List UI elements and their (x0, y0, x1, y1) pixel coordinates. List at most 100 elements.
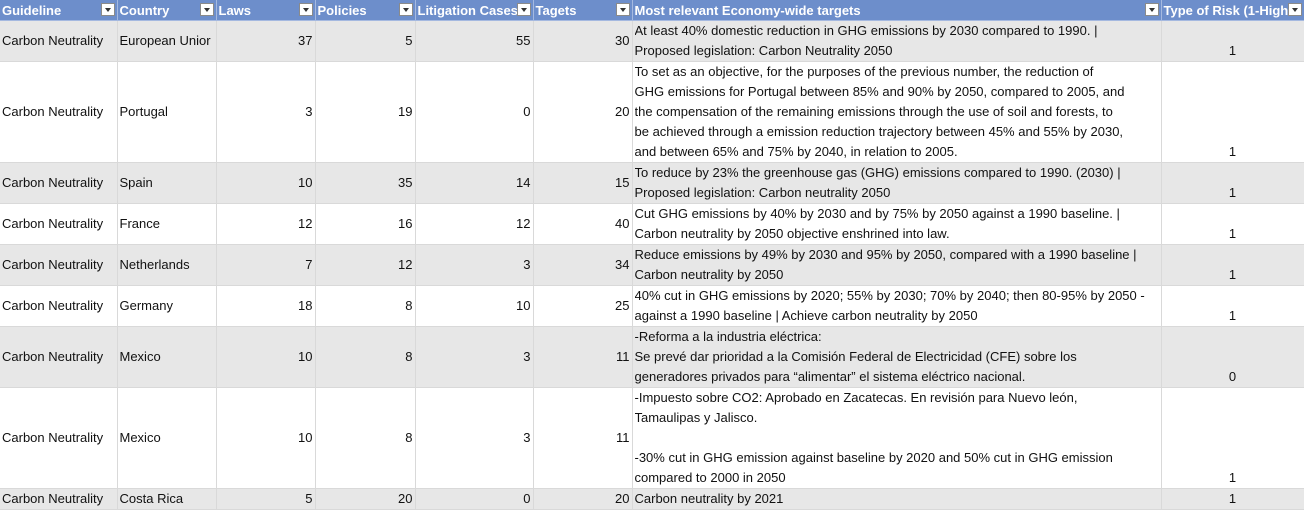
economy-targets-cell[interactable]: At least 40% domestic reduction in GHG e… (632, 20, 1162, 62)
target-text-line: 40% cut in GHG emissions by 2020; 55% by… (634, 288, 1145, 303)
target-text-line: GHG emissions for Portugal between 85% a… (634, 84, 1125, 99)
target-text-line: Proposed legislation: Carbon Neutrality … (634, 43, 893, 58)
risk-cell[interactable]: 1 (1161, 203, 1304, 245)
country-cell[interactable]: European Unior (117, 20, 217, 62)
risk-cell[interactable]: 1 (1161, 162, 1304, 204)
country-cell[interactable]: Mexico (117, 387, 217, 489)
laws-cell[interactable]: 3 (216, 61, 316, 163)
policies-cell[interactable]: 5 (315, 20, 416, 62)
policies-cell[interactable]: 8 (315, 285, 416, 327)
country-cell[interactable]: France (117, 203, 217, 245)
guideline-cell[interactable]: Carbon Neutrality (0, 488, 118, 510)
table-row: Carbon Neutrality Spain 10 35 14 15 To reduce … (0, 162, 1304, 204)
target-text-line: generadores privados para “alimentar” el… (634, 369, 1026, 384)
targets-cell[interactable]: 30 (533, 20, 633, 62)
laws-cell[interactable]: 7 (216, 244, 316, 286)
economy-targets-cell[interactable]: Reduce emissions by 49% by 2030 and 95% … (632, 244, 1162, 286)
economy-targets-cell[interactable]: To set as an objective, for the purposes… (632, 61, 1162, 163)
litigation-cell[interactable]: 0 (415, 61, 534, 163)
economy-targets-cell[interactable]: -Reforma a la industria eléctrica: Se pre… (632, 326, 1162, 388)
target-text-line: Carbon neutrality by 2050 (634, 267, 784, 282)
laws-cell[interactable]: 10 (216, 326, 316, 388)
laws-cell[interactable]: 18 (216, 285, 316, 327)
country-cell[interactable]: Germany (117, 285, 217, 327)
guideline-cell[interactable]: Carbon Neutrality (0, 244, 118, 286)
risk-cell[interactable]: 1 (1161, 387, 1304, 489)
economy-targets-cell[interactable]: Carbon neutrality by 2021 (632, 488, 1162, 510)
laws-cell[interactable]: 12 (216, 203, 316, 245)
filter-dropdown-icon[interactable] (199, 3, 214, 16)
policies-cell[interactable]: 8 (315, 326, 416, 388)
targets-cell[interactable]: 11 (533, 326, 633, 388)
litigation-cell[interactable]: 14 (415, 162, 534, 204)
risk-cell[interactable]: 1 (1161, 244, 1304, 286)
litigation-cell[interactable]: 3 (415, 387, 534, 489)
litigation-cell[interactable]: 55 (415, 20, 534, 62)
target-text-line: Tamaulipas y Jalisco. (634, 410, 758, 425)
litigation-cell[interactable]: 12 (415, 203, 534, 245)
filter-dropdown-icon[interactable] (615, 3, 630, 16)
risk-cell[interactable]: 1 (1161, 20, 1304, 62)
filter-dropdown-icon[interactable] (1287, 3, 1302, 16)
target-text-line: To reduce by 23% the greenhouse gas (GHG… (634, 165, 1121, 180)
litigation-cell[interactable]: 10 (415, 285, 534, 327)
target-text-line: Se prevé dar prioridad a la Comisión Fed… (634, 349, 1077, 364)
country-cell[interactable]: Costa Rica (117, 488, 217, 510)
policies-cell[interactable]: 35 (315, 162, 416, 204)
policies-cell[interactable]: 16 (315, 203, 416, 245)
litigation-cell[interactable]: 3 (415, 326, 534, 388)
guideline-cell[interactable]: Carbon Neutrality (0, 285, 118, 327)
laws-cell[interactable]: 10 (216, 387, 316, 489)
litigation-cell[interactable]: 0 (415, 488, 534, 510)
header-row: Guideline Country Laws Policies Litigati… (0, 0, 1304, 21)
laws-cell[interactable]: 37 (216, 20, 316, 62)
laws-cell[interactable]: 10 (216, 162, 316, 204)
guideline-cell[interactable]: Carbon Neutrality (0, 20, 118, 62)
targets-cell[interactable]: 25 (533, 285, 633, 327)
targets-cell[interactable]: 34 (533, 244, 633, 286)
targets-cell[interactable]: 15 (533, 162, 633, 204)
economy-targets-cell[interactable]: 40% cut in GHG emissions by 2020; 55% by… (632, 285, 1162, 327)
risk-cell[interactable]: 1 (1161, 488, 1304, 510)
country-cell[interactable]: Netherlands (117, 244, 217, 286)
policies-cell[interactable]: 19 (315, 61, 416, 163)
col-laws: Laws (216, 0, 316, 21)
targets-cell[interactable]: 11 (533, 387, 633, 489)
filter-dropdown-icon[interactable] (1144, 3, 1159, 16)
risk-cell[interactable]: 0 (1161, 326, 1304, 388)
policies-cell[interactable]: 12 (315, 244, 416, 286)
targets-cell[interactable]: 20 (533, 488, 633, 510)
country-cell[interactable]: Portugal (117, 61, 217, 163)
risk-cell[interactable]: 1 (1161, 61, 1304, 163)
filter-dropdown-icon[interactable] (100, 3, 115, 16)
targets-cell[interactable]: 40 (533, 203, 633, 245)
guideline-cell[interactable]: Carbon Neutrality (0, 326, 118, 388)
table-body: Carbon Neutrality European Unior 37 5 55 30 At… (0, 20, 1304, 510)
target-text-line: be achieved through a emission reduction… (634, 124, 1124, 139)
guideline-cell[interactable]: Carbon Neutrality (0, 61, 118, 163)
guideline-cell[interactable]: Carbon Neutrality (0, 387, 118, 489)
target-text-line: At least 40% domestic reduction in GHG e… (634, 23, 1098, 38)
policies-cell[interactable]: 8 (315, 387, 416, 489)
target-text-line: -Impuesto sobre CO2: Aprobado en Zacatec… (634, 390, 1078, 405)
laws-cell[interactable]: 5 (216, 488, 316, 510)
policies-cell[interactable]: 20 (315, 488, 416, 510)
target-text-line: To set as an objective, for the purposes… (634, 64, 1094, 79)
country-cell[interactable]: Spain (117, 162, 217, 204)
guideline-cell[interactable]: Carbon Neutrality (0, 203, 118, 245)
economy-targets-cell[interactable]: Cut GHG emissions by 40% by 2030 and by … (632, 203, 1162, 245)
economy-targets-cell[interactable]: -Impuesto sobre CO2: Aprobado en Zacatec… (632, 387, 1162, 489)
guideline-cell[interactable]: Carbon Neutrality (0, 162, 118, 204)
filter-dropdown-icon[interactable] (298, 3, 313, 16)
targets-cell[interactable]: 20 (533, 61, 633, 163)
filter-dropdown-icon[interactable] (516, 3, 531, 16)
risk-cell[interactable]: 1 (1161, 285, 1304, 327)
col-litigation: Litigation Cases (415, 0, 534, 21)
economy-targets-cell[interactable]: To reduce by 23% the greenhouse gas (GHG… (632, 162, 1162, 204)
target-text-line: -30% cut in GHG emission against baselin… (634, 450, 1113, 465)
country-cell[interactable]: Mexico (117, 326, 217, 388)
col-economy-targets: Most relevant Economy-wide targets (632, 0, 1162, 21)
litigation-cell[interactable]: 3 (415, 244, 534, 286)
filter-dropdown-icon[interactable] (398, 3, 413, 16)
